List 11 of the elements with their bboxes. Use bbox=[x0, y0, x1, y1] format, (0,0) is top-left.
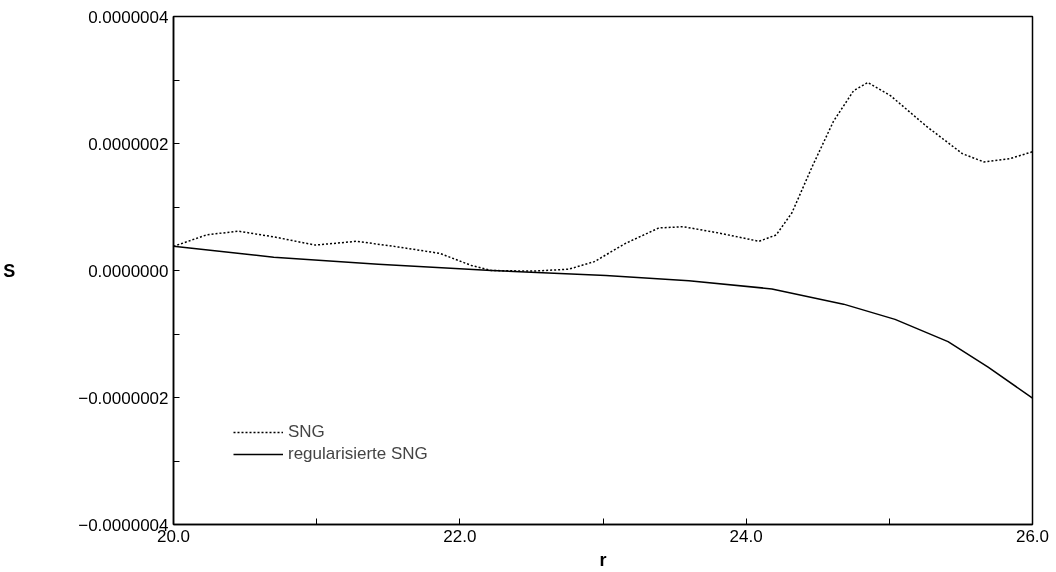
y-tick-label: −0.0000002 bbox=[78, 388, 169, 408]
x-tick-label: 26.0 bbox=[1015, 526, 1050, 546]
x-axis-title: r bbox=[599, 549, 607, 570]
y-tick-label: 0.0000000 bbox=[88, 261, 169, 281]
x-tick-label: 24.0 bbox=[729, 526, 763, 546]
y-tick-label: 0.0000002 bbox=[88, 134, 169, 154]
legend-label: SNG bbox=[288, 422, 325, 442]
legend-label: regularisierte SNG bbox=[288, 444, 428, 464]
y-tick-label: 0.0000004 bbox=[88, 7, 169, 27]
x-tick-label: 22.0 bbox=[443, 526, 477, 546]
y-axis-title: S bbox=[3, 260, 16, 281]
